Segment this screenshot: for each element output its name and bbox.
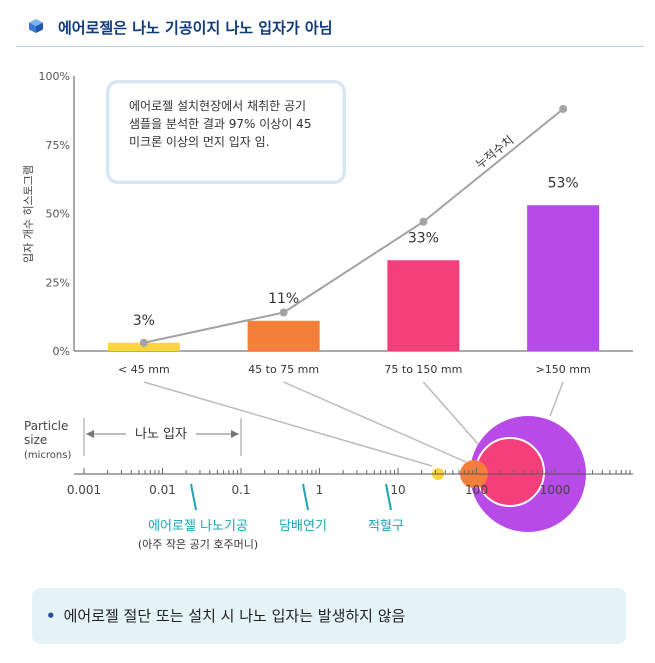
footer-callout: • 에어로젤 절단 또는 설치 시 나노 입자는 발생하지 않음 — [32, 588, 626, 644]
histogram-bar — [527, 205, 600, 351]
range-arrow-head — [86, 430, 94, 438]
y-axis-label: 입자 개수 히스토그램 — [21, 165, 35, 263]
annotation-pointer — [385, 483, 392, 511]
size-tick-label: 10 — [390, 483, 405, 497]
bar-value-label: 33% — [408, 230, 439, 246]
category-connector-line — [549, 381, 564, 417]
cumulative-line — [143, 108, 564, 344]
annotation-sublabel: (아주 작은 공기 호주머니) — [138, 538, 258, 551]
bar-value-label: 3% — [133, 313, 155, 329]
bar-value-label: 11% — [268, 291, 299, 307]
x-tick-label: < 45 mm — [118, 363, 170, 376]
histogram-bar — [107, 342, 180, 351]
cumulative-point — [419, 217, 428, 226]
analysis-note: 에어로젤 설치현장에서 채취한 공기 샘플을 분석한 결과 97% 이상이 45… — [106, 80, 346, 184]
size-tick-label: 100 — [465, 483, 488, 497]
y-tick-label: 75% — [46, 139, 70, 152]
size-axis-title: Particle — [24, 419, 68, 433]
page-title: 에어로젤은 나노 기공이지 나노 입자가 아님 — [58, 19, 333, 37]
cumulative-point — [559, 105, 568, 113]
category-connector-line — [143, 381, 433, 467]
annotation-pointer — [302, 483, 309, 511]
range-arrow-head — [231, 430, 239, 438]
note-line: 샘플을 분석한 결과 97% 이상이 45 — [129, 117, 312, 131]
size-tick-label: 0.1 — [231, 483, 250, 497]
y-tick-label: 100% — [39, 70, 70, 83]
annotation-label: 담배연기 — [279, 519, 327, 534]
bar-value-label: 53% — [548, 175, 579, 191]
bullet-icon: • — [46, 607, 56, 625]
annotation-label: 적혈구 — [368, 519, 404, 534]
category-connector-line — [422, 381, 479, 445]
annotation-pointer — [190, 483, 197, 511]
size-tick-label: 1000 — [540, 483, 571, 497]
y-tick-label: 50% — [46, 208, 70, 221]
size-tick-label: 1 — [316, 483, 324, 497]
nano-range-label: 나노 입자 — [135, 427, 187, 442]
x-tick-label: 45 to 75 mm — [248, 363, 319, 376]
footer-text: 에어로젤 절단 또는 설치 시 나노 입자는 발생하지 않음 — [63, 607, 406, 625]
cumulative-point — [139, 338, 148, 347]
annotation-label: 에어로젤 나노기공 — [148, 519, 248, 534]
y-tick-label: 25% — [46, 276, 70, 289]
y-tick-label: 0% — [53, 345, 70, 358]
size-tick-label: 0.01 — [149, 483, 176, 497]
note-line: 에어로젤 설치현장에서 채취한 공기 — [129, 99, 307, 113]
note-line: 미크론 이상의 먼지 입자 임. — [129, 135, 270, 149]
size-axis-title: size — [24, 433, 47, 447]
page-header: 에어로젤은 나노 기공이지 나노 입자가 아님 — [16, 10, 644, 47]
x-tick-label: 75 to 150 mm — [384, 363, 462, 376]
histogram-bar — [387, 260, 460, 351]
x-tick-label: >150 mm — [536, 363, 591, 376]
size-axis-title: (microns) — [24, 450, 71, 461]
category-connector-line — [283, 381, 467, 463]
size-tick-label: 0.001 — [67, 483, 101, 497]
cube-icon — [29, 19, 43, 33]
histogram-bar — [247, 320, 320, 351]
cumulative-point — [279, 308, 288, 317]
